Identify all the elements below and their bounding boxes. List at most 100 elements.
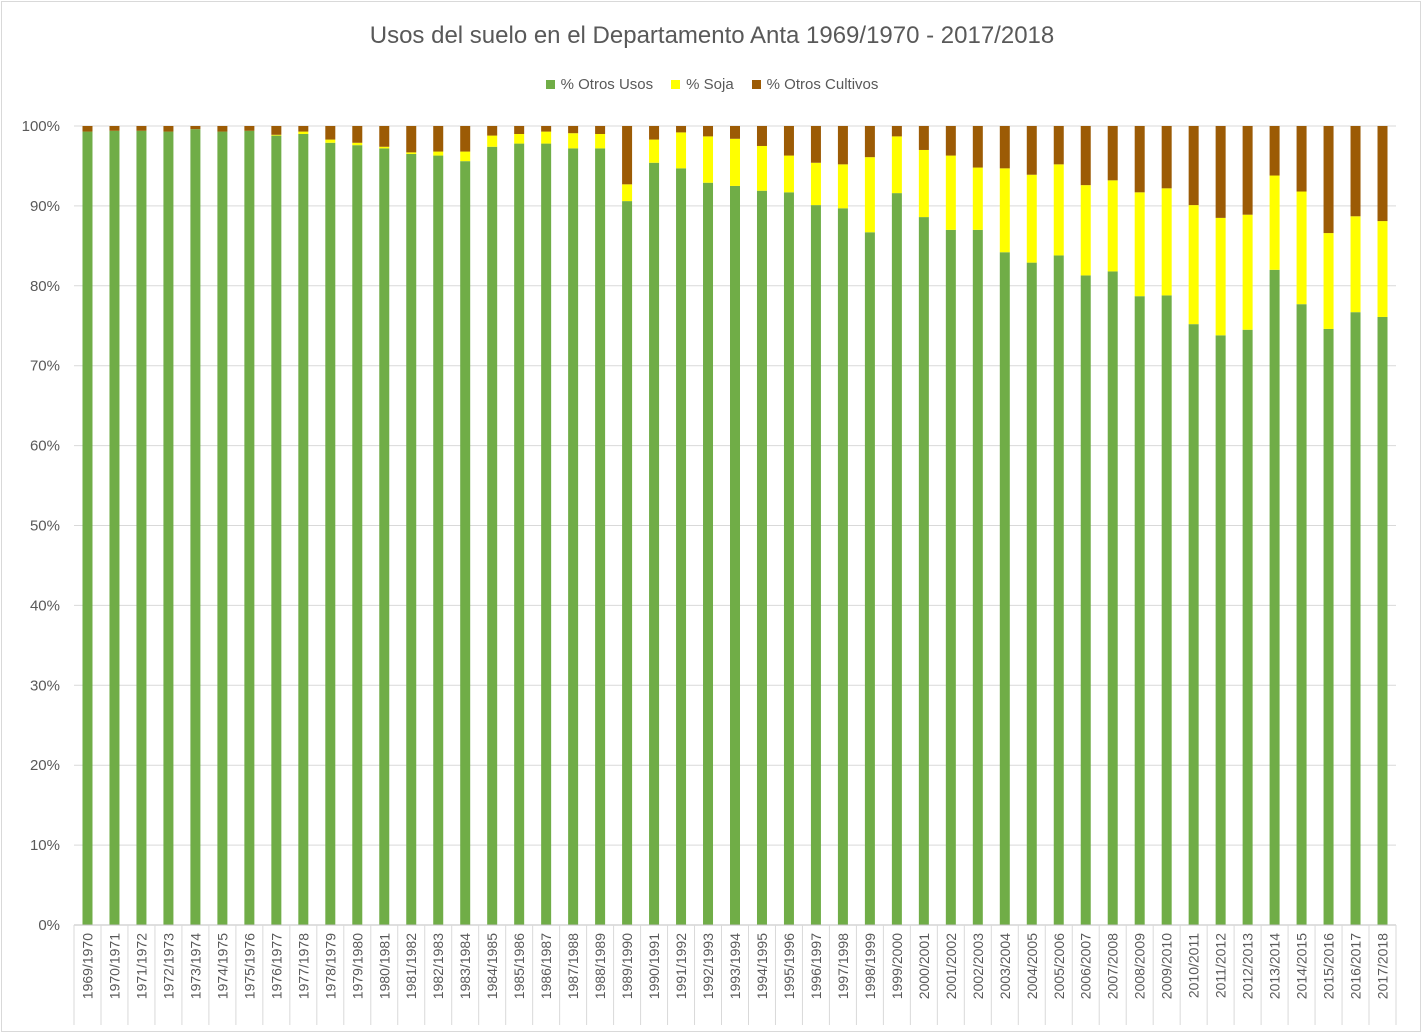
bar-segment <box>244 130 255 925</box>
bar-segment <box>1107 271 1118 926</box>
bar-segment <box>1107 126 1118 181</box>
x-category-label: 1988/1989 <box>592 933 608 999</box>
x-category-label: 2016/2017 <box>1348 933 1364 999</box>
x-category-label: 1973/1974 <box>187 933 203 999</box>
bar-segment <box>972 229 983 925</box>
legend: % Otros Usos % Soja % Otros Cultivos <box>0 76 1424 93</box>
bar-segment <box>541 131 552 144</box>
x-category-label: 2001/2002 <box>943 933 959 999</box>
bar-segment <box>1053 164 1064 256</box>
bar-segment <box>568 148 579 925</box>
y-tick-label: 10% <box>30 837 60 854</box>
bar-segment <box>1026 262 1037 925</box>
bar-segment <box>352 145 363 925</box>
bar-segment <box>595 148 606 925</box>
bar-segment <box>918 126 929 150</box>
bar-segment <box>999 126 1010 169</box>
bar-segment <box>460 126 471 152</box>
bar-segment <box>864 157 875 233</box>
bar-segment <box>1296 191 1307 305</box>
y-tick-label: 60% <box>30 438 60 455</box>
bar-segment <box>460 151 471 162</box>
x-category-label: 2012/2013 <box>1240 933 1256 999</box>
bar-segment <box>891 126 902 137</box>
x-category-label: 1992/1993 <box>700 933 716 999</box>
x-category-label: 1995/1996 <box>781 933 797 999</box>
bar-segment <box>1134 192 1145 297</box>
x-category-label: 1972/1973 <box>160 933 176 999</box>
bar-segment <box>379 126 390 147</box>
bar-segment <box>918 217 929 925</box>
legend-swatch <box>671 80 681 89</box>
bar-segment <box>136 130 147 925</box>
bar-segment <box>1323 233 1334 329</box>
x-category-label: 1969/1970 <box>79 933 95 999</box>
bar-segment <box>568 133 579 149</box>
legend-item: % Otros Usos <box>545 76 654 93</box>
bar-segment <box>1215 126 1226 218</box>
bar-segment <box>730 138 740 186</box>
bar-segment <box>945 229 956 925</box>
x-category-label: 1978/1979 <box>322 933 338 999</box>
bar-segment <box>864 126 875 158</box>
x-category-label: 1999/2000 <box>889 933 905 999</box>
bar-segment <box>676 168 687 926</box>
x-category-label: 2014/2015 <box>1294 933 1310 999</box>
bar-segment <box>622 184 633 202</box>
bar-segment <box>514 143 525 925</box>
bar-segment <box>649 139 660 163</box>
bar-segment <box>1377 316 1388 925</box>
bar-segment <box>163 131 174 925</box>
x-category-label: 2010/2011 <box>1186 933 1202 998</box>
bar-segment <box>1053 126 1064 165</box>
chart-title: Usos del suelo en el Departamento Anta 1… <box>369 22 1055 49</box>
x-category-label: 2011/2012 <box>1213 933 1229 998</box>
bar-segment <box>1107 180 1118 272</box>
x-category-label: 2009/2010 <box>1159 933 1175 999</box>
bar-segment <box>810 205 821 925</box>
bar-segment <box>217 126 228 132</box>
x-category-label: 1998/1999 <box>862 933 878 999</box>
x-category-label: 1996/1997 <box>808 933 824 999</box>
x-category-label: 1983/1984 <box>457 933 473 999</box>
x-category-label: 2005/2006 <box>1051 933 1067 999</box>
bar-segment <box>1080 185 1091 276</box>
legend-label: % Soja <box>686 76 734 93</box>
x-category-label: 2003/2004 <box>997 933 1013 999</box>
bar-segment <box>1350 126 1361 217</box>
bar-segment <box>1323 126 1334 234</box>
bar-segment <box>622 126 633 185</box>
bar-segment <box>190 129 201 926</box>
x-category-label: 1990/1991 <box>646 933 662 999</box>
bar-segment <box>1080 126 1091 186</box>
x-category-label: 1994/1995 <box>754 933 770 999</box>
bar-segment <box>433 151 444 156</box>
bar-segment <box>703 136 714 183</box>
x-category-label: 2017/2018 <box>1375 933 1391 999</box>
bar-segment <box>1161 126 1172 189</box>
bar-segment <box>298 126 309 132</box>
bar-segment <box>1350 312 1361 925</box>
bar-segment <box>325 139 336 143</box>
x-category-label: 1976/1977 <box>268 933 284 999</box>
bar-segment <box>918 149 929 218</box>
legend-label: % Otros Usos <box>560 76 654 93</box>
y-tick-label: 30% <box>30 677 60 694</box>
bar-segment <box>109 130 120 925</box>
bar-segment <box>1296 304 1307 925</box>
bar-segment <box>864 232 875 926</box>
bar-segment <box>756 190 767 925</box>
bar-segment <box>649 162 660 925</box>
bar-segment <box>568 126 579 134</box>
y-tick-label: 50% <box>30 518 60 535</box>
y-tick-label: 0% <box>38 917 60 934</box>
x-category-label: 1997/1998 <box>835 933 851 999</box>
bar-segment <box>1026 126 1037 175</box>
bar-segment <box>406 126 417 153</box>
x-category-label: 2004/2005 <box>1024 933 1040 999</box>
x-category-label: 1980/1981 <box>376 933 392 999</box>
bar-segment <box>972 126 983 168</box>
y-tick-label: 40% <box>30 597 60 614</box>
bar-segment <box>325 142 336 926</box>
